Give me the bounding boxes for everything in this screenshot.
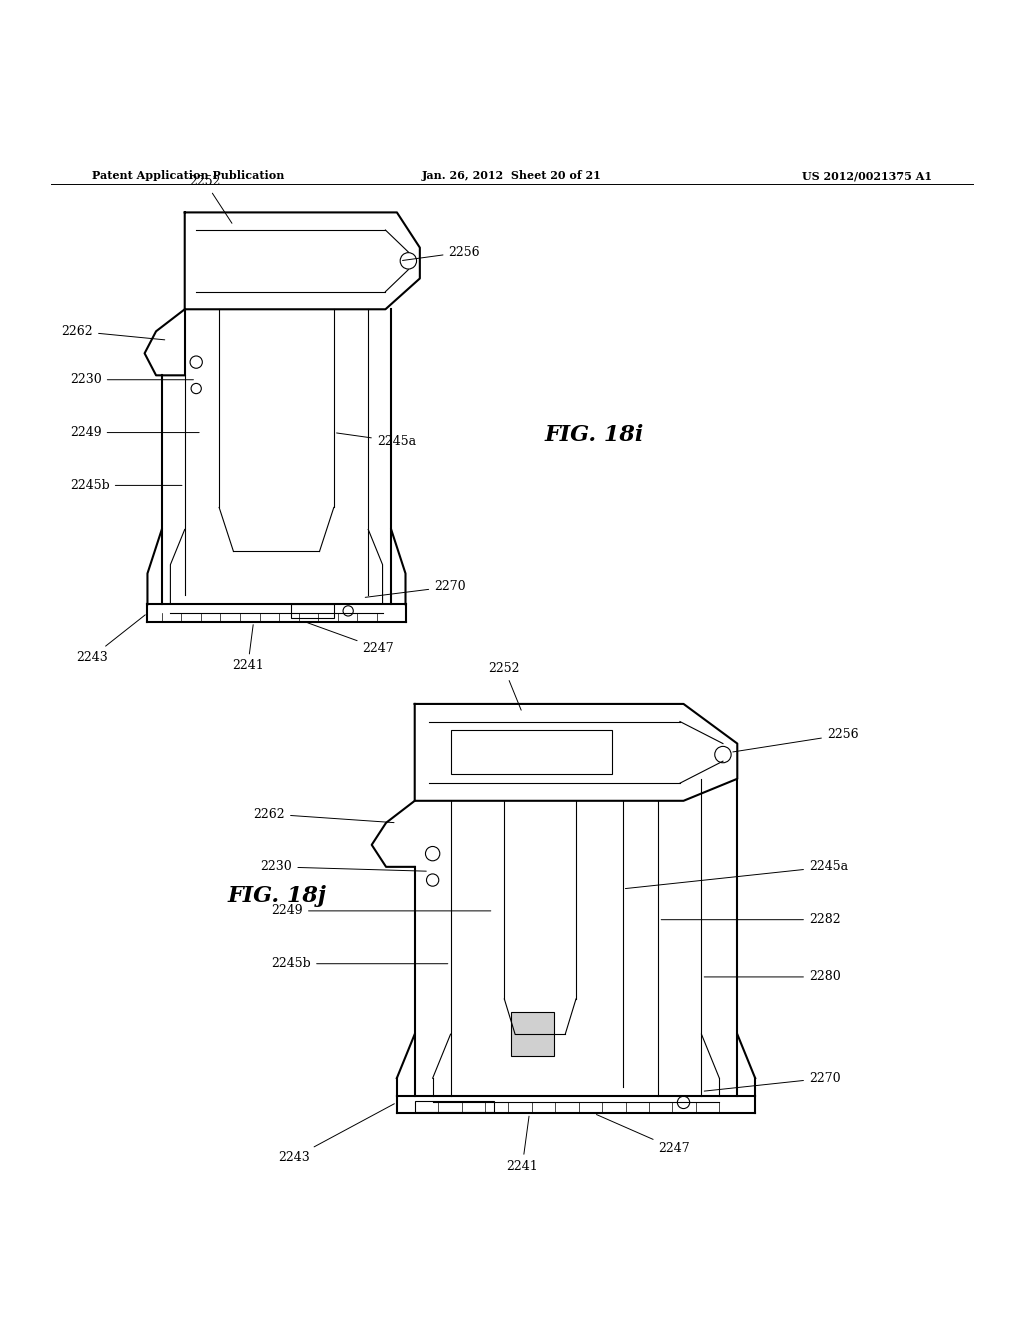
Text: 2270: 2270 bbox=[366, 581, 466, 598]
Text: 2256: 2256 bbox=[402, 246, 480, 260]
FancyBboxPatch shape bbox=[512, 1012, 555, 1056]
Text: Patent Application Publication: Patent Application Publication bbox=[92, 170, 285, 181]
Text: 2262: 2262 bbox=[61, 325, 165, 339]
Text: Jan. 26, 2012  Sheet 20 of 21: Jan. 26, 2012 Sheet 20 of 21 bbox=[422, 170, 602, 181]
Text: 2241: 2241 bbox=[231, 624, 264, 672]
Text: 2243: 2243 bbox=[279, 1104, 394, 1164]
Text: 2256: 2256 bbox=[733, 729, 858, 752]
Text: 2249: 2249 bbox=[271, 904, 490, 917]
Text: 2243: 2243 bbox=[76, 615, 145, 664]
Text: 2247: 2247 bbox=[596, 1114, 690, 1155]
Text: 2282: 2282 bbox=[662, 913, 841, 927]
Text: 2241: 2241 bbox=[506, 1117, 539, 1172]
Text: 2280: 2280 bbox=[705, 970, 841, 983]
Text: FIG. 18i: FIG. 18i bbox=[544, 424, 644, 446]
Text: 2245a: 2245a bbox=[337, 433, 416, 447]
Text: FIG. 18j: FIG. 18j bbox=[227, 884, 326, 907]
Text: 2245b: 2245b bbox=[271, 957, 447, 970]
Text: 2249: 2249 bbox=[70, 426, 199, 440]
Text: 2262: 2262 bbox=[254, 808, 394, 822]
Text: 2252: 2252 bbox=[189, 176, 232, 223]
Text: 2245b: 2245b bbox=[70, 479, 182, 492]
Text: 2270: 2270 bbox=[705, 1072, 841, 1092]
Text: US 2012/0021375 A1: US 2012/0021375 A1 bbox=[802, 170, 932, 181]
Text: 2245a: 2245a bbox=[626, 861, 848, 888]
Text: 2230: 2230 bbox=[70, 374, 194, 387]
Text: 2252: 2252 bbox=[488, 663, 521, 710]
Text: 2230: 2230 bbox=[260, 861, 426, 874]
Text: 2247: 2247 bbox=[308, 623, 394, 655]
